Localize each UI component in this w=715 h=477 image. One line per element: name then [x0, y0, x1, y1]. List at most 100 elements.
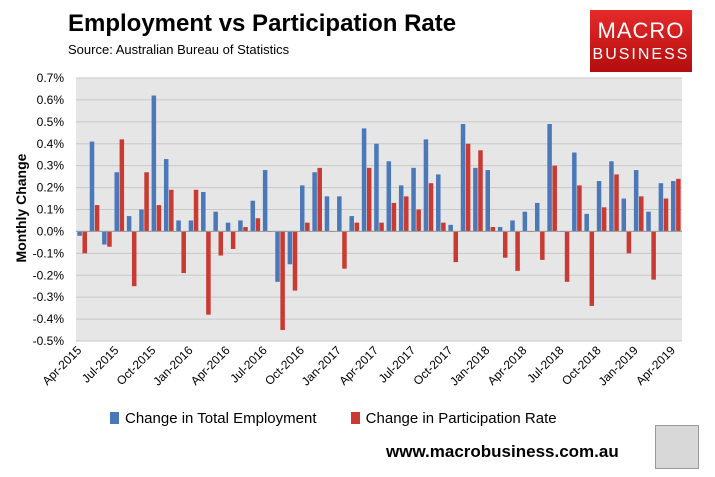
bar-employment — [658, 183, 664, 232]
bar-participation — [453, 231, 459, 263]
legend-swatch-participation — [350, 412, 360, 424]
bar-participation — [305, 222, 310, 232]
bar-participation — [218, 231, 224, 256]
bar-participation — [651, 231, 656, 280]
bar-employment — [275, 231, 280, 282]
bar-participation — [478, 150, 483, 232]
x-tick-label: Apr-2015 — [39, 343, 84, 388]
bar-participation — [342, 231, 347, 269]
bar-participation — [404, 196, 409, 232]
legend: Change in Total Employment Change in Par… — [110, 410, 587, 427]
bar-employment — [460, 124, 466, 232]
bar-employment — [287, 231, 293, 265]
bar-employment — [596, 181, 602, 232]
bar-participation — [391, 202, 397, 232]
y-tick-label: 0.5% — [37, 115, 65, 129]
bar-participation — [255, 218, 261, 232]
bar-employment — [77, 231, 82, 236]
bar-participation — [601, 207, 607, 232]
bar-participation — [193, 189, 199, 232]
bar-participation — [589, 231, 595, 306]
bar-participation — [416, 209, 421, 232]
bar-employment — [497, 227, 503, 232]
bar-participation — [614, 174, 619, 232]
x-tick-label: Apr-2017 — [336, 343, 381, 388]
bar-participation — [94, 205, 100, 232]
bar-employment — [522, 211, 528, 232]
legend-item-employment: Change in Total Employment — [110, 410, 321, 427]
bar-employment — [312, 172, 317, 232]
bar-participation — [564, 231, 570, 282]
bar-employment — [262, 170, 268, 232]
bar-participation — [230, 231, 236, 249]
bar-participation — [552, 165, 557, 232]
bar-participation — [577, 185, 582, 232]
bar-employment — [572, 152, 577, 232]
bar-employment — [337, 196, 342, 232]
bar-participation — [181, 231, 186, 274]
bar-participation — [107, 231, 112, 247]
bar-participation — [465, 143, 471, 232]
bar-employment — [250, 200, 256, 232]
x-tick-label: Jan-2016 — [150, 343, 196, 389]
bar-employment — [584, 213, 589, 232]
bar-participation — [82, 231, 87, 254]
bar-employment — [163, 159, 169, 232]
bar-employment — [361, 128, 367, 232]
legend-item-participation: Change in Participation Rate — [350, 410, 557, 427]
bar-employment — [225, 222, 231, 232]
x-tick-label: Apr-2016 — [188, 343, 233, 388]
bar-participation — [317, 167, 322, 232]
y-tick-label: -0.3% — [33, 290, 65, 304]
bar-participation — [169, 189, 174, 232]
y-tick-label: 0.3% — [37, 159, 65, 173]
bar-participation — [119, 139, 125, 232]
fox-logo-icon — [655, 425, 699, 469]
bar-participation — [502, 231, 508, 258]
bar-employment — [374, 143, 379, 232]
bar-employment — [423, 139, 429, 232]
y-tick-label: 0.4% — [37, 137, 65, 151]
x-tick-label: Jan-2017 — [299, 343, 345, 389]
bar-participation — [626, 231, 632, 254]
bar-employment — [349, 216, 354, 232]
y-tick-label: -0.1% — [33, 246, 65, 260]
y-tick-label: -0.5% — [33, 334, 65, 348]
bar-employment — [139, 209, 144, 232]
x-tick-label: Apr-2018 — [485, 343, 530, 388]
bar-employment — [151, 95, 157, 232]
bar-employment — [114, 172, 119, 232]
bar-employment — [188, 220, 194, 232]
bar-employment — [238, 220, 243, 232]
chart-title: Employment vs Participation Rate — [68, 10, 457, 37]
x-tick-label: Apr-2019 — [633, 343, 678, 388]
bar-employment — [448, 224, 453, 232]
bar-employment — [633, 170, 639, 232]
legend-label-participation: Change in Participation Rate — [365, 410, 557, 427]
bar-employment — [473, 167, 478, 232]
bar-participation — [156, 205, 162, 232]
bar-employment — [485, 170, 491, 232]
bar-employment — [609, 161, 614, 232]
bar-employment — [671, 181, 676, 232]
bar-employment — [324, 196, 330, 232]
bar-participation — [243, 227, 248, 232]
bar-employment — [510, 220, 515, 232]
bar-participation — [292, 231, 298, 291]
bar-participation — [131, 231, 137, 287]
x-tick-label: Jan-2019 — [596, 343, 642, 389]
y-tick-label: 0.0% — [37, 224, 65, 238]
bar-participation — [676, 178, 681, 232]
y-tick-label: -0.4% — [33, 312, 65, 326]
bar-employment — [89, 141, 95, 232]
bar-participation — [490, 227, 496, 232]
y-tick-label: -0.2% — [33, 268, 65, 282]
bar-participation — [280, 231, 285, 331]
bar-participation — [441, 222, 446, 232]
website-url[interactable]: www.macrobusiness.com.au — [386, 442, 619, 461]
bar-participation — [206, 231, 211, 315]
bar-employment — [398, 185, 404, 232]
bar-employment — [646, 211, 651, 232]
bar-employment — [299, 185, 305, 232]
